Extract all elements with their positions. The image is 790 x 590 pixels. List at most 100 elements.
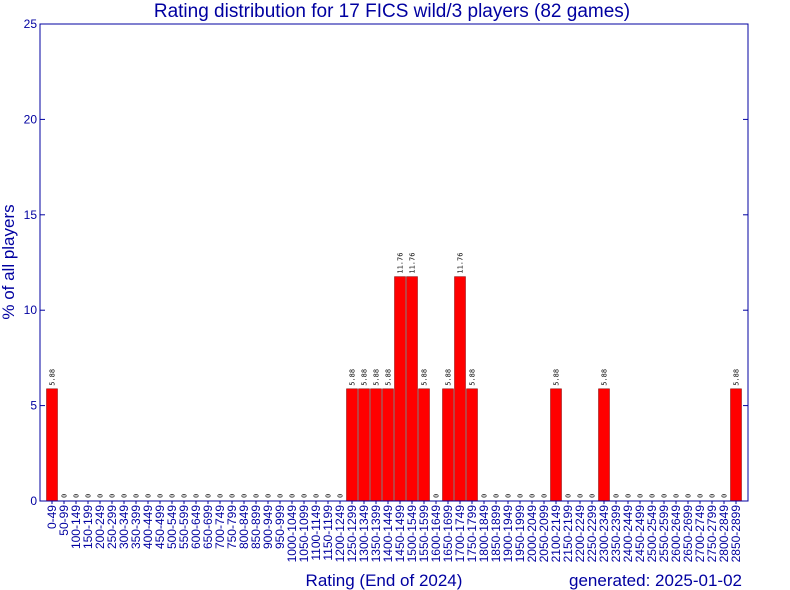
x-tick-label-1200-1249: 1200-1249 bbox=[333, 505, 347, 563]
data-label-600-649: 0 bbox=[193, 494, 201, 498]
x-tick-label-2850-2899: 2850-2899 bbox=[729, 505, 743, 563]
x-tick-label-800-849: 800-849 bbox=[237, 505, 251, 549]
x-tick-label-200-249: 200-249 bbox=[93, 505, 107, 549]
x-tick-label-1900-1949: 1900-1949 bbox=[501, 505, 515, 563]
x-tick-label-600-649: 600-649 bbox=[189, 505, 203, 549]
x-tick-label-1950-1999: 1950-1999 bbox=[513, 505, 527, 563]
bar-1700-1749 bbox=[454, 276, 466, 502]
x-tick-label-400-449: 400-449 bbox=[141, 505, 155, 549]
x-axis-label: Rating (End of 2024) bbox=[306, 571, 463, 590]
data-label-1600-1649: 0 bbox=[433, 494, 441, 498]
data-label-450-499: 0 bbox=[157, 494, 165, 498]
x-tick-label-250-299: 250-299 bbox=[105, 505, 119, 549]
data-label-2100-2149: 5.88 bbox=[553, 369, 561, 386]
bar-1300-1349 bbox=[358, 388, 370, 502]
chart-title: Rating distribution for 17 FICS wild/3 p… bbox=[154, 1, 630, 22]
data-label-2500-2549: 0 bbox=[649, 494, 657, 498]
data-label-250-299: 0 bbox=[109, 494, 117, 498]
data-label-850-899: 0 bbox=[253, 494, 261, 498]
x-tick-label-900-949: 900-949 bbox=[261, 505, 275, 549]
x-tick-label-2750-2799: 2750-2799 bbox=[705, 505, 719, 563]
x-tick-label-50-99: 50-99 bbox=[57, 505, 71, 536]
x-tick-label-1800-1849: 1800-1849 bbox=[477, 505, 491, 563]
x-tick-label-2200-2249: 2200-2249 bbox=[573, 505, 587, 563]
x-tick-label-2500-2549: 2500-2549 bbox=[645, 505, 659, 563]
x-tick-label-1400-1449: 1400-1449 bbox=[381, 505, 395, 563]
x-tick-label-550-599: 550-599 bbox=[177, 505, 191, 549]
bar-2850-2899 bbox=[730, 388, 742, 502]
data-label-2250-2299: 0 bbox=[589, 494, 597, 498]
data-label-1500-1549: 11.76 bbox=[409, 253, 417, 274]
data-label-1300-1349: 5.88 bbox=[361, 369, 369, 386]
bar-1350-1399 bbox=[370, 388, 382, 502]
data-label-1200-1249: 0 bbox=[337, 494, 345, 498]
x-tick-label-2550-2599: 2550-2599 bbox=[657, 505, 671, 563]
bar-2100-2149 bbox=[550, 388, 562, 502]
x-tick-label-2450-2499: 2450-2499 bbox=[633, 505, 647, 563]
x-tick-label-300-349: 300-349 bbox=[117, 505, 131, 549]
x-tick-label-1050-1099: 1050-1099 bbox=[297, 505, 311, 563]
x-tick-label-150-199: 150-199 bbox=[81, 505, 95, 549]
data-label-2400-2449: 0 bbox=[625, 494, 633, 498]
data-label-1900-1949: 0 bbox=[505, 494, 513, 498]
bar-1450-1499 bbox=[394, 276, 406, 502]
data-label-550-599: 0 bbox=[181, 494, 189, 498]
data-label-2200-2249: 0 bbox=[577, 494, 585, 498]
x-tick-label-1000-1049: 1000-1049 bbox=[285, 505, 299, 563]
x-tick-label-500-549: 500-549 bbox=[165, 505, 179, 549]
data-label-1650-1699: 5.88 bbox=[445, 369, 453, 386]
data-label-100-149: 0 bbox=[73, 494, 81, 498]
x-tick-label-950-999: 950-999 bbox=[273, 505, 287, 549]
x-tick-label-2050-2099: 2050-2099 bbox=[537, 505, 551, 563]
data-label-500-549: 0 bbox=[169, 494, 177, 498]
data-label-1800-1849: 0 bbox=[481, 494, 489, 498]
data-label-1150-1199: 0 bbox=[325, 494, 333, 498]
bar-1650-1699 bbox=[442, 388, 454, 502]
data-label-1550-1599: 5.88 bbox=[421, 369, 429, 386]
data-label-2650-2699: 0 bbox=[685, 494, 693, 498]
x-tick-label-1150-1199: 1150-1199 bbox=[321, 505, 335, 561]
data-label-1850-1899: 0 bbox=[493, 494, 501, 498]
data-label-950-999: 0 bbox=[277, 494, 285, 498]
y-tick-label-20: 20 bbox=[24, 112, 38, 126]
x-tick-label-2600-2649: 2600-2649 bbox=[669, 505, 683, 563]
y-tick-label-25: 25 bbox=[24, 17, 38, 31]
bars-group: 5.880 0 0 0 0 0 0 0 0 0 0 0 0 0 0 0 0 0 0 0 0 0 0 05.88 5.88 5.88… bbox=[46, 253, 742, 502]
generated-date-footer: generated: 2025-01-02 bbox=[569, 571, 742, 590]
x-tick-label-1650-1699: 1650-1699 bbox=[441, 505, 455, 563]
x-tick-label-1700-1749: 1700-1749 bbox=[453, 505, 467, 563]
x-tick-label-1100-1149: 1100-1149 bbox=[309, 505, 323, 561]
x-tick-label-1450-1499: 1450-1499 bbox=[393, 505, 407, 563]
x-tick-label-700-749: 700-749 bbox=[213, 505, 227, 549]
data-label-2050-2099: 0 bbox=[541, 494, 549, 498]
x-tick-label-1850-1899: 1850-1899 bbox=[489, 505, 503, 563]
data-label-1950-1999: 0 bbox=[517, 494, 525, 498]
data-label-200-249: 0 bbox=[97, 494, 105, 498]
data-label-1100-1149: 0 bbox=[313, 494, 321, 498]
x-tick-label-2650-2699: 2650-2699 bbox=[681, 505, 695, 563]
x-tick-label-1750-1799: 1750-1799 bbox=[465, 505, 479, 563]
data-label-150-199: 0 bbox=[85, 494, 93, 498]
x-axis-ticks: 0-4950-99100-149150-199200-249250-299300… bbox=[45, 501, 743, 562]
x-tick-label-2150-2199: 2150-2199 bbox=[561, 505, 575, 563]
data-label-1400-1449: 5.88 bbox=[385, 369, 393, 386]
x-tick-label-850-899: 850-899 bbox=[249, 505, 263, 549]
data-label-1700-1749: 11.76 bbox=[457, 253, 465, 274]
x-tick-label-0-49: 0-49 bbox=[45, 505, 59, 529]
data-label-2550-2599: 0 bbox=[661, 494, 669, 498]
data-label-1050-1099: 0 bbox=[301, 494, 309, 498]
bar-0-49 bbox=[46, 388, 58, 502]
data-label-350-399: 0 bbox=[133, 494, 141, 498]
x-tick-label-1550-1599: 1550-1599 bbox=[417, 505, 431, 563]
bar-1750-1799 bbox=[466, 388, 478, 502]
data-label-2600-2649: 0 bbox=[673, 494, 681, 498]
bar-2300-2349 bbox=[598, 388, 610, 502]
x-tick-label-1500-1549: 1500-1549 bbox=[405, 505, 419, 563]
x-tick-label-100-149: 100-149 bbox=[69, 505, 83, 549]
data-label-1250-1299: 5.88 bbox=[349, 369, 357, 386]
y-tick-label-0: 0 bbox=[30, 494, 37, 508]
x-tick-label-350-399: 350-399 bbox=[129, 505, 143, 549]
data-label-650-699: 0 bbox=[205, 494, 213, 498]
data-label-300-349: 0 bbox=[121, 494, 129, 498]
